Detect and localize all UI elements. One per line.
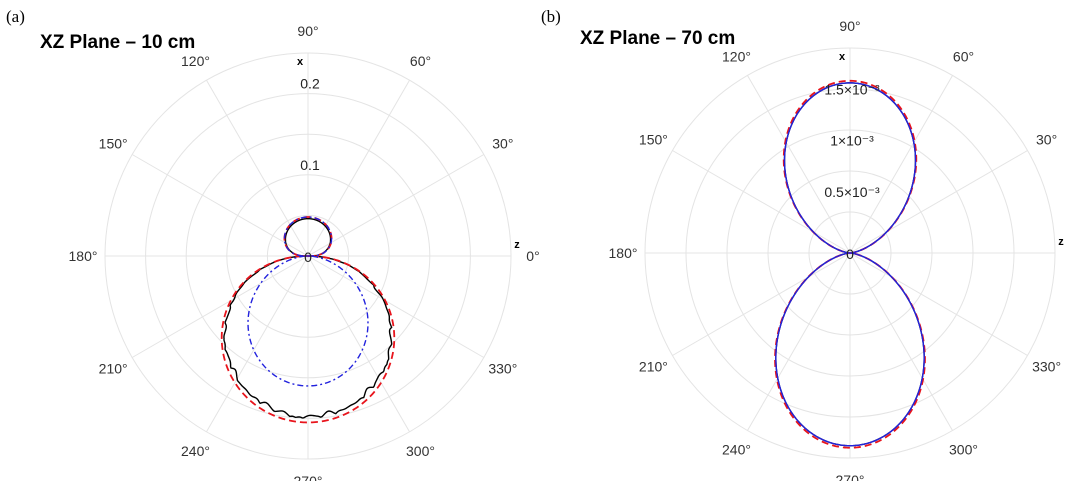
r-tick-label: 0 (846, 246, 854, 262)
grid-spoke (747, 252, 851, 431)
grid-spoke (307, 255, 410, 433)
r-tick-label: 1.5×10⁻³ (824, 81, 880, 97)
angle-tick-label: 60° (953, 48, 974, 64)
angle-tick-label: 90° (297, 23, 318, 39)
angle-tick-label: 120° (181, 53, 210, 69)
grid-spoke (849, 252, 953, 431)
angle-tick-label: 150° (99, 136, 128, 152)
angle-tick-label: 30° (1036, 132, 1057, 148)
grid-spoke (672, 252, 851, 356)
grid-spoke (849, 75, 953, 254)
grid-spoke (849, 252, 1028, 356)
angle-tick-label: 0° (526, 248, 539, 264)
grid-spoke (307, 154, 485, 257)
angle-tick-label: 240° (722, 442, 751, 458)
angle-tick-label: 270° (836, 472, 865, 481)
angle-tick-label: 210° (99, 361, 128, 377)
x-axis-label: x (839, 51, 846, 63)
panel-a: 0° 30° 60° 90° 120° 150° 180° 210° 240° 270° 300° 3… (6, 7, 540, 481)
angle-tick-label: 330° (488, 361, 517, 377)
r-tick-label: 0 (304, 249, 312, 265)
grid-spoke (206, 255, 309, 433)
angle-tick-label: 270° (294, 473, 323, 481)
panel-label: (a) (6, 7, 25, 26)
r-tick-label: 0.1 (300, 157, 320, 173)
grid-spoke (131, 255, 309, 358)
polar-grid (104, 52, 512, 460)
grid-spoke (307, 79, 410, 257)
r-tick-label: 1×10⁻³ (830, 133, 874, 149)
r-tick-label: 0.2 (300, 76, 320, 92)
angle-tick-label: 330° (1032, 359, 1061, 375)
series-line (247, 216, 369, 387)
grid-spoke (849, 150, 1028, 254)
r-tick-label: 0.5×10⁻³ (824, 184, 880, 200)
z-axis-label: z (514, 239, 520, 251)
x-axis-label: x (297, 56, 304, 68)
angle-tick-label: 300° (949, 442, 978, 458)
grid-spoke (131, 154, 309, 257)
panel-title: XZ Plane – 10 cm (40, 32, 195, 53)
panel-label: (b) (541, 7, 561, 26)
angle-tick-label: 240° (181, 443, 210, 459)
angle-tick-label: 180° (69, 248, 98, 264)
grid-spoke (672, 150, 851, 254)
angle-tick-label: 90° (839, 18, 860, 34)
angle-tick-label: 30° (492, 136, 513, 152)
angle-tick-label: 210° (639, 359, 668, 375)
panel-b: 0°30°60°90°120°150°180°210°240°270°300°3… (541, 7, 1064, 481)
angle-tick-label: 180° (609, 245, 638, 261)
series-line (775, 82, 925, 447)
grid-spoke (747, 75, 851, 254)
angle-tick-label: 300° (406, 443, 435, 459)
angle-tick-label: 120° (722, 48, 751, 64)
angle-tick-label: 60° (410, 53, 431, 69)
grid-spoke (307, 255, 485, 358)
panel-title: XZ Plane – 70 cm (580, 28, 735, 49)
grid-spoke (206, 79, 309, 257)
z-axis-label: z (1058, 236, 1064, 248)
angle-tick-label: 150° (639, 132, 668, 148)
polar-grid (644, 47, 1056, 459)
